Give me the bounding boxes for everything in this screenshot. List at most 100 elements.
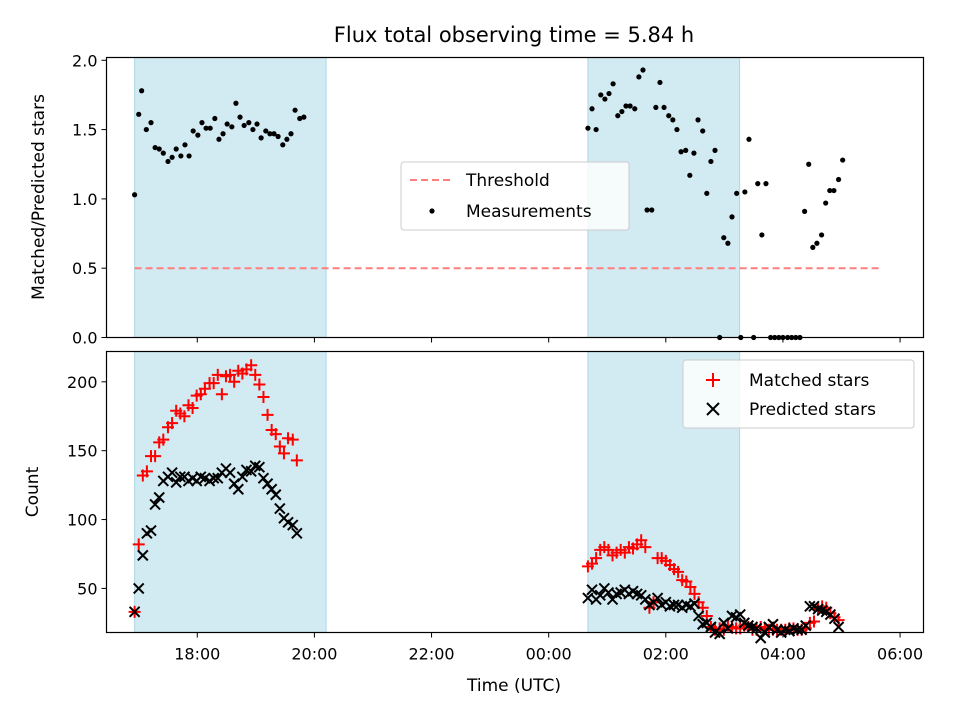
legend-matched-swatch — [706, 373, 720, 387]
predicted-star-point — [688, 597, 701, 610]
matched-star-point — [269, 428, 282, 441]
bottom-y-axis-label: Count — [23, 466, 43, 517]
measurement-point — [666, 113, 672, 119]
measurement-point — [746, 136, 752, 142]
measurement-point — [725, 240, 731, 246]
measurement-point — [670, 117, 676, 123]
measurement-point — [606, 90, 612, 97]
measurement-point — [835, 176, 842, 183]
matched-star-point — [215, 388, 228, 401]
predicted-star-point — [734, 608, 746, 621]
x-tick-label: 04:00 — [760, 645, 806, 664]
top-y-tick-label: 0.0 — [72, 329, 97, 348]
x-tick-label: 06:00 — [877, 645, 923, 664]
measurement-point — [818, 232, 825, 238]
predicted-star-point — [174, 471, 187, 483]
measurement-point — [148, 120, 154, 126]
predicted-star-point — [750, 622, 763, 635]
top-y-axis: 0.0 0.5 1.0 1.5 2.0 — [72, 51, 107, 348]
measurement-point — [224, 121, 230, 127]
top-panel: 0.00.51.01.52.0 Matched/Predicted stars … — [29, 51, 925, 348]
x-tick-label: 22:00 — [408, 645, 454, 664]
measurement-point — [169, 154, 175, 160]
top-y-tick-label: 1.5 — [72, 121, 97, 140]
measurement-point — [246, 120, 252, 126]
predicted-star-point — [224, 467, 236, 479]
measurement-point — [742, 189, 748, 195]
predicted-star-point — [287, 519, 299, 531]
measurement-point — [280, 142, 286, 148]
measurement-point — [143, 126, 149, 133]
measurement-point — [199, 120, 205, 126]
bottom-legend: Matched stars Predicted stars — [682, 359, 915, 429]
measurement-point — [619, 108, 625, 115]
predicted-star-point — [166, 467, 178, 479]
measurement-point — [267, 131, 273, 137]
x-axis-label: Time (UTC) — [466, 676, 561, 696]
matched-star-point — [635, 534, 648, 547]
measurement-point — [292, 107, 298, 113]
measurement-point — [288, 131, 294, 137]
measurement-point — [700, 128, 706, 134]
predicted-star-point — [133, 582, 145, 595]
measurement-point — [190, 128, 196, 134]
measurement-point — [721, 235, 727, 241]
matched-star-point — [273, 440, 286, 453]
top-y-tick-label: 1.0 — [72, 190, 97, 209]
measurement-point — [661, 104, 667, 111]
predicted-star-point — [153, 491, 165, 504]
predicted-star-point — [145, 524, 157, 537]
predicted-star-point — [828, 613, 841, 625]
bottom-y-tick-label: 150 — [67, 442, 98, 461]
bottom-panel: 50 100 150 200 18:00 20:00 22:00 00:00 02:00 04:… — [23, 350, 925, 696]
legend-measurements-swatch — [429, 208, 435, 214]
matched-star-point — [207, 377, 220, 390]
predicted-star-point — [253, 461, 266, 473]
matched-star-point — [257, 390, 270, 403]
predicted-star-point — [722, 622, 734, 635]
measurement-point — [678, 149, 684, 155]
measurement-point — [734, 190, 740, 196]
measurement-point — [759, 232, 765, 238]
predicted-star-point — [291, 527, 303, 540]
measurement-point — [589, 106, 595, 112]
matched-star-point — [277, 447, 290, 460]
matched-star-point — [684, 581, 697, 594]
matched-star-point — [228, 375, 241, 388]
legend-matched-label: Matched stars — [749, 371, 869, 391]
measurement-point — [653, 104, 659, 111]
measurement-point — [233, 100, 239, 106]
predicted-star-point — [270, 489, 282, 501]
measurement-point — [139, 88, 145, 94]
measurement-point — [258, 135, 264, 141]
predicted-star-point — [651, 592, 664, 604]
measurement-point — [729, 214, 735, 220]
measurement-point — [687, 172, 693, 178]
predicted-star-point — [832, 621, 845, 633]
measurement-point — [683, 147, 689, 153]
measurement-point — [182, 142, 188, 148]
measurement-point — [674, 126, 680, 133]
matched-star-point — [211, 368, 224, 381]
measurement-point — [615, 113, 621, 119]
measurement-point — [712, 147, 718, 153]
shaded-interval-0 — [134, 57, 327, 338]
measurement-point — [598, 92, 604, 98]
bottom-legend-box — [682, 359, 915, 429]
bottom-y-axis: 50 100 150 200 — [67, 373, 107, 598]
matched-star-point — [132, 538, 145, 551]
measurement-point — [229, 124, 235, 130]
x-tick-label: 02:00 — [643, 645, 689, 664]
measurement-point — [623, 103, 629, 109]
bottom-y-tick-label: 100 — [67, 511, 98, 530]
measurements-series — [132, 67, 846, 341]
measurement-point — [212, 115, 218, 122]
top-y-tick-label: 0.5 — [72, 259, 97, 278]
matched-star-point — [157, 433, 170, 446]
measurement-point — [649, 207, 655, 213]
matched-star-point — [672, 565, 685, 578]
measurement-point — [173, 146, 179, 152]
matched-star-point — [178, 410, 191, 423]
measurement-point — [275, 133, 281, 140]
